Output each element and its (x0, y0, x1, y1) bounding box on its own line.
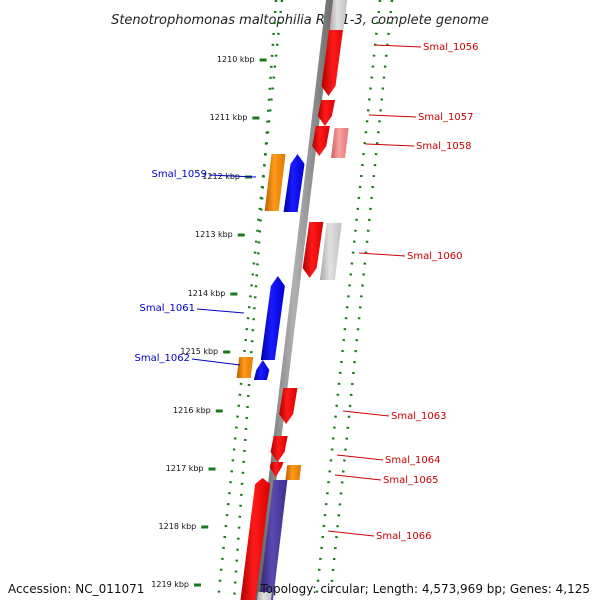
map-title: Stenotrophomonas maltophilia R551-3, com… (111, 13, 489, 28)
gene-label-smal-1062[interactable]: Smal_1062 (135, 353, 190, 364)
tick-label: 1212 kbp (202, 172, 240, 181)
label-leader-line (342, 410, 390, 417)
gene-label-smal-1056[interactable]: Smal_1056 (423, 42, 478, 53)
gene-smal-1060-arrow[interactable] (302, 222, 324, 278)
tick-label: 1211 kbp (210, 113, 248, 122)
gene-smal-1061-arrow[interactable] (260, 276, 285, 360)
label-leader-line (208, 174, 257, 178)
gene-label-smal-1066[interactable]: Smal_1066 (376, 531, 431, 542)
label-leader-line (358, 252, 406, 257)
inner-left-track (232, 0, 278, 600)
gene-smal-1057-arrow[interactable] (317, 100, 335, 126)
gene-label-smal-1060[interactable]: Smal_1060 (407, 251, 462, 262)
gene-label-smal-1065[interactable]: Smal_1065 (383, 475, 438, 486)
inner-right-track (314, 0, 382, 600)
label-leader-line (368, 114, 417, 118)
tick-label: 1210 kbp (217, 55, 255, 64)
ruler-tracks (216, 0, 394, 600)
gene-label-smal-1063[interactable]: Smal_1063 (391, 411, 446, 422)
gene-smal-1065-bar[interactable] (285, 465, 302, 480)
topology-text: Topology: circular; Length: 4,573,969 bp… (260, 582, 590, 596)
gene-label-smal-1057[interactable]: Smal_1057 (418, 112, 473, 123)
tick-label: 1219 kbp (151, 580, 189, 589)
gene-smal-1066-bar[interactable] (240, 478, 271, 600)
tick-label: 1214 kbp (188, 289, 226, 298)
gene-label-smal-1061[interactable]: Smal_1061 (140, 303, 195, 314)
label-leader-line (365, 143, 415, 147)
gene-smal-1059-arrow[interactable] (283, 154, 305, 212)
gene-smal-1064b-arrow[interactable] (269, 462, 284, 477)
label-leader-line (373, 44, 422, 48)
gene-smal-1057b-arrow[interactable] (312, 126, 330, 156)
gene-smal-1063-arrow[interactable] (279, 388, 298, 424)
gene-purple-1218-bar[interactable] (259, 480, 288, 600)
gene-gray-1213-bar[interactable] (319, 223, 342, 280)
label-leader-line (336, 454, 384, 461)
tick-label: 1217 kbp (166, 464, 204, 473)
gene-top-gray-bar[interactable] (329, 0, 347, 30)
gene-features (236, 0, 349, 600)
kbp-ticks: 1210 kbp 1211 kbp 1212 kbp 1213 kbp 1214 kbp… (151, 55, 267, 589)
gene-smal-1062-arrow[interactable] (253, 360, 270, 380)
gene-bottom-gray-bar[interactable] (257, 592, 272, 600)
label-leader-line (327, 530, 375, 537)
label-leader-line (334, 474, 382, 481)
gene-orange-1215-bar[interactable] (236, 357, 254, 378)
accession-text: Accession: NC_011071 (8, 582, 145, 596)
gene-label-smal-1058[interactable]: Smal_1058 (416, 141, 471, 152)
tick-label: 1218 kbp (159, 522, 197, 531)
label-leader-line (196, 308, 245, 314)
tick-label: 1215 kbp (180, 347, 218, 356)
gene-orange-1212-bar[interactable] (264, 154, 286, 211)
gene-smal-1058-bar[interactable] (331, 128, 349, 158)
label-leader-line (191, 358, 241, 366)
gene-label-smal-1064[interactable]: Smal_1064 (385, 455, 440, 466)
gene-label-smal-1059[interactable]: Smal_1059 (152, 169, 207, 180)
outer-right-track (328, 0, 394, 600)
gene-labels: Smal_1056 Smal_1057 Smal_1058 Smal_1059 Smal… (135, 42, 479, 542)
tick-label: 1216 kbp (173, 406, 211, 415)
outer-left-track (216, 0, 284, 600)
tick-label: 1213 kbp (195, 230, 233, 239)
gene-smal-1064-arrow[interactable] (270, 436, 288, 462)
